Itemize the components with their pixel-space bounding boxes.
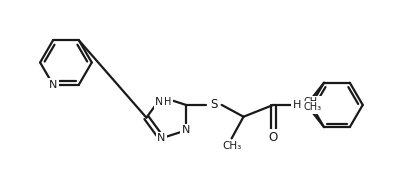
Text: CH₃: CH₃	[302, 102, 320, 112]
Text: H: H	[163, 97, 171, 107]
Text: S: S	[209, 98, 217, 111]
Text: N: N	[49, 80, 57, 90]
Text: CH₃: CH₃	[302, 97, 320, 108]
Text: N: N	[157, 133, 165, 143]
Text: O: O	[268, 131, 277, 144]
Text: CH₃: CH₃	[221, 141, 240, 151]
Text: HN: HN	[292, 100, 309, 110]
Text: N: N	[155, 97, 163, 107]
Text: N: N	[181, 125, 190, 135]
